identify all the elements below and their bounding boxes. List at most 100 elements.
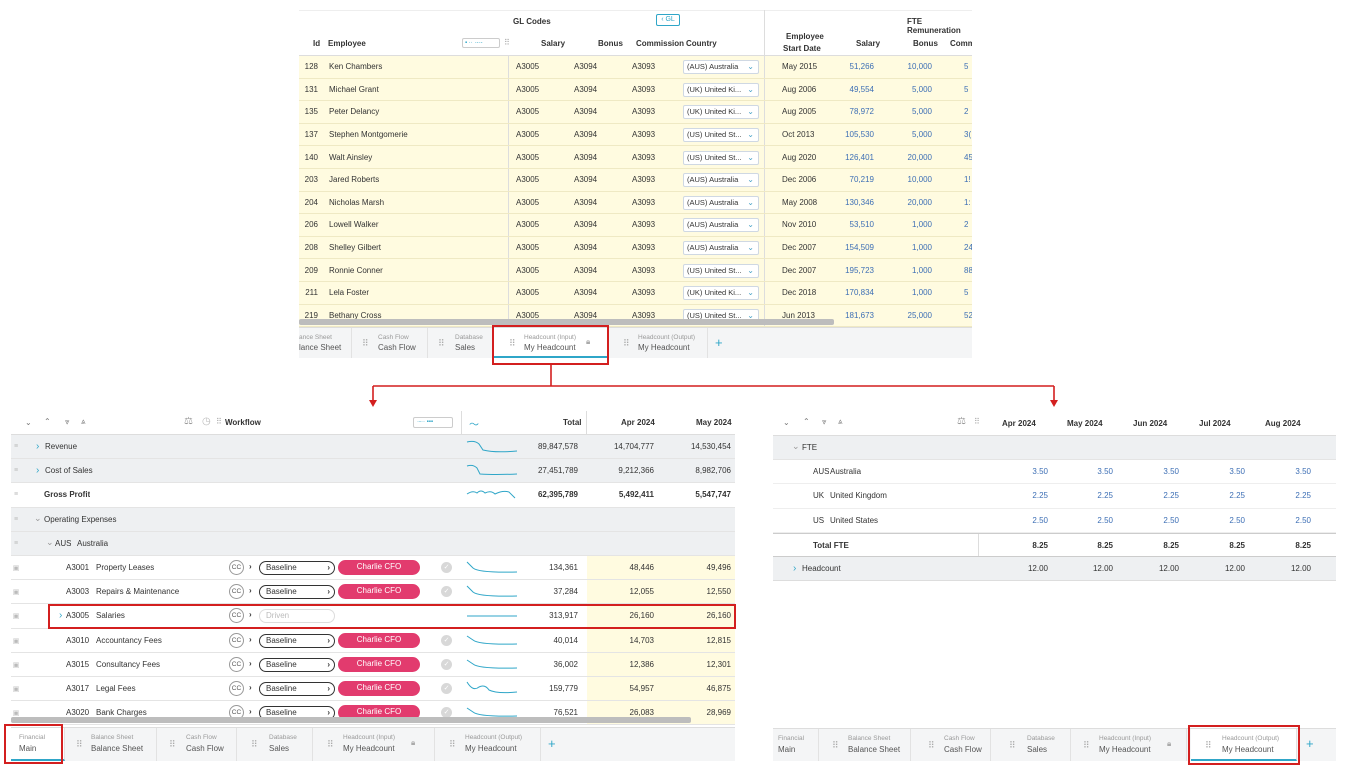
cost-center-badge[interactable]: CC <box>229 656 244 672</box>
expand-all-icon[interactable]: ⩓ <box>838 417 843 426</box>
fte-row[interactable]: AUS Australia 3.50 3.50 3.50 3.50 3.50 <box>773 460 1336 485</box>
cell-fte-bonus[interactable]: 5,000 <box>911 130 932 140</box>
table-row[interactable]: 206 Lowell Walker A3005 A3094 A3093 (AUS) Aus… <box>299 214 972 237</box>
trend-icon[interactable]: 〜 <box>469 420 479 431</box>
cell-may-2024[interactable]: 12,550 <box>706 587 731 597</box>
tab-sales[interactable]: ⠿ Database Sales <box>237 728 313 761</box>
scenario-selector[interactable]: Baseline › <box>259 561 335 575</box>
expand-chevron-icon[interactable]: › <box>59 610 63 622</box>
cell-fte-salary[interactable]: 78,972 <box>849 107 874 117</box>
cell-apr-2024[interactable]: 48,446 <box>629 563 654 572</box>
cell-fte-comm[interactable]: 88 <box>964 265 972 275</box>
collapse-chevron-icon[interactable]: ⌄ <box>34 512 42 523</box>
country-dropdown[interactable]: (US) United St... ⌄ <box>683 150 759 165</box>
horizontal-scrollbar[interactable] <box>299 319 834 325</box>
cell-apr-2024[interactable]: 12,055 <box>629 587 654 597</box>
expand-all-icon[interactable]: ⩓ <box>81 417 86 426</box>
cell-fte-comm[interactable]: 5 <box>964 84 969 94</box>
table-row[interactable]: 211 Lela Foster A3005 A3094 A3093 (UK) United… <box>299 282 972 305</box>
approval-check-icon[interactable]: ✓ <box>441 707 452 719</box>
row-checkbox-icon[interactable]: ▣ <box>12 661 20 669</box>
month-column-header[interactable]: Jun 2024 <box>1133 419 1168 428</box>
cell-fte-value[interactable]: 2.25 <box>1295 491 1311 501</box>
tab-balance-sheet[interactable]: ⠿ Balance Sheet Balance Sheet <box>65 728 157 761</box>
cell-may-2024[interactable]: 12,815 <box>706 635 731 645</box>
cell-fte-salary[interactable]: 170,834 <box>845 288 874 298</box>
col-salary[interactable]: Salary <box>541 39 566 48</box>
month-column-header[interactable]: Aug 2024 <box>1265 419 1301 428</box>
assignee-badge[interactable]: Charlie CFO <box>338 632 420 648</box>
cell-fte-comm[interactable]: 5 <box>964 62 969 72</box>
cell-may-2024[interactable]: 26,160 <box>706 611 731 621</box>
drag-handle-icon[interactable]: ⠿ <box>216 417 222 426</box>
tab-cash-flow[interactable]: ⠿ Cash Flow Cash Flow <box>911 729 991 761</box>
cell-fte-value[interactable]: 2.25 <box>1097 491 1113 501</box>
assignee-badge[interactable]: Charlie CFO <box>338 681 420 696</box>
cell-fte-value[interactable]: 2.50 <box>1163 515 1179 525</box>
cell-may-2024[interactable]: 14,530,454 <box>690 442 731 451</box>
cell-fte-comm[interactable]: 5 <box>964 288 969 298</box>
cell-fte-salary[interactable]: 130,346 <box>845 197 874 207</box>
total-column-header[interactable]: Total <box>563 418 582 427</box>
tab-financial-main[interactable]: Financial Main <box>11 728 65 761</box>
table-row[interactable]: 128 Ken Chambers A3005 A3094 A3093 (AUS) Aust… <box>299 56 972 79</box>
table-row[interactable]: 209 Ronnie Conner A3005 A3094 A3093 (US) Unit… <box>299 259 972 282</box>
cell-fte-salary[interactable]: 70,219 <box>849 175 874 185</box>
scenario-selector[interactable]: Baseline › <box>259 585 335 600</box>
col-fte-bonus[interactable]: Bonus <box>913 39 938 48</box>
cost-center-badge[interactable]: CC <box>229 681 244 696</box>
country-dropdown[interactable]: (AUS) Australia ⌄ <box>683 60 759 75</box>
cost-center-badge[interactable]: CC <box>229 632 244 648</box>
table-row[interactable]: 140 Walt Ainsley A3005 A3094 A3093 (US) Unite… <box>299 146 972 169</box>
month-column-header[interactable]: Apr 2024 <box>1002 419 1036 428</box>
cell-fte-salary[interactable]: 181,673 <box>845 310 874 320</box>
scenario-selector[interactable]: Baseline › <box>259 657 335 672</box>
table-row[interactable]: 135 Peter Delancy A3005 A3094 A3093 (UK) Unit… <box>299 101 972 124</box>
collapse-icon[interactable]: ⌄ <box>25 418 32 427</box>
cell-fte-salary[interactable]: 53,510 <box>849 220 874 230</box>
drag-handle-icon[interactable]: ⠿ <box>504 38 510 47</box>
headcount-row[interactable]: › Headcount 12.00 12.00 12.00 12.00 12.00 <box>773 557 1336 582</box>
cell-fte-bonus[interactable]: 5,000 <box>911 107 932 117</box>
grid-row[interactable]: ▣ › A3005 Salaries CC › Driven 313,917 26,160 26,… <box>11 604 735 629</box>
scenario-selector[interactable]: Driven <box>259 609 335 624</box>
cell-may-2024[interactable]: 49,496 <box>706 563 731 572</box>
tab-balance-sheet[interactable]: ance Sheet lance Sheet <box>299 328 352 358</box>
cell-fte-value[interactable]: 2.50 <box>1032 515 1048 525</box>
cell-fte-comm[interactable]: 1: <box>964 197 971 207</box>
cell-apr-2024[interactable]: 5,492,411 <box>618 490 654 500</box>
split-icon[interactable]: ⚖ <box>957 416 966 427</box>
row-checkbox-icon[interactable]: ▣ <box>12 565 20 572</box>
country-dropdown[interactable]: (UK) United Ki... ⌄ <box>683 286 759 301</box>
row-checkbox-icon[interactable]: ▣ <box>12 637 20 645</box>
row-menu-icon[interactable]: ≡ <box>13 515 19 523</box>
country-dropdown[interactable]: (AUS) Australia ⌄ <box>683 173 759 188</box>
country-dropdown[interactable]: (UK) United Ki... ⌄ <box>683 82 759 97</box>
drag-handle-icon[interactable]: ⠿ <box>974 417 980 426</box>
table-row[interactable]: 203 Jared Roberts A3005 A3094 A3093 (AUS) Aus… <box>299 169 972 192</box>
cell-fte-value[interactable]: 3.50 <box>1163 467 1179 477</box>
cell-apr-2024[interactable]: 14,703 <box>629 635 654 645</box>
cell-fte-comm[interactable]: 45 <box>964 152 972 162</box>
assignee-badge[interactable]: Charlie CFO <box>338 656 420 672</box>
table-row[interactable]: 137 Stephen Montgomerie A3005 A3094 A3093 (US… <box>299 123 972 147</box>
may-2024-column-header[interactable]: May 2024 <box>696 418 732 427</box>
cell-fte-value[interactable]: 3.50 <box>1032 467 1048 477</box>
tab-headcount-input[interactable]: ⠿ Headcount (Input) My Headcount 🔒︎ <box>494 328 608 358</box>
cell-fte-value[interactable]: 2.25 <box>1229 491 1245 501</box>
collapse-chevron-icon[interactable]: ⌄ <box>792 441 800 451</box>
row-checkbox-icon[interactable]: ▣ <box>12 710 20 718</box>
grid-row[interactable]: ≡ ⌄ Operating Expenses <box>11 507 735 532</box>
country-dropdown[interactable]: (UK) United Ki... ⌄ <box>683 105 759 120</box>
cell-fte-value[interactable]: 2.50 <box>1295 515 1311 525</box>
assignee-badge[interactable]: Charlie CFO <box>338 584 420 600</box>
cell-may-2024[interactable]: 28,969 <box>706 708 731 718</box>
col-bonus[interactable]: Bonus <box>598 39 623 48</box>
cell-apr-2024[interactable]: 14,704,777 <box>613 442 654 451</box>
table-row[interactable]: 131 Michael Grant A3005 A3094 A3093 (UK) Unit… <box>299 78 972 102</box>
scenario-selector[interactable]: Baseline › <box>259 633 335 648</box>
country-dropdown[interactable]: (US) United St... ⌄ <box>683 128 759 143</box>
cell-fte-comm[interactable]: 3( <box>964 130 972 140</box>
cell-fte-comm[interactable]: 52 <box>964 310 972 320</box>
cell-fte-comm[interactable]: 1! <box>964 175 971 185</box>
